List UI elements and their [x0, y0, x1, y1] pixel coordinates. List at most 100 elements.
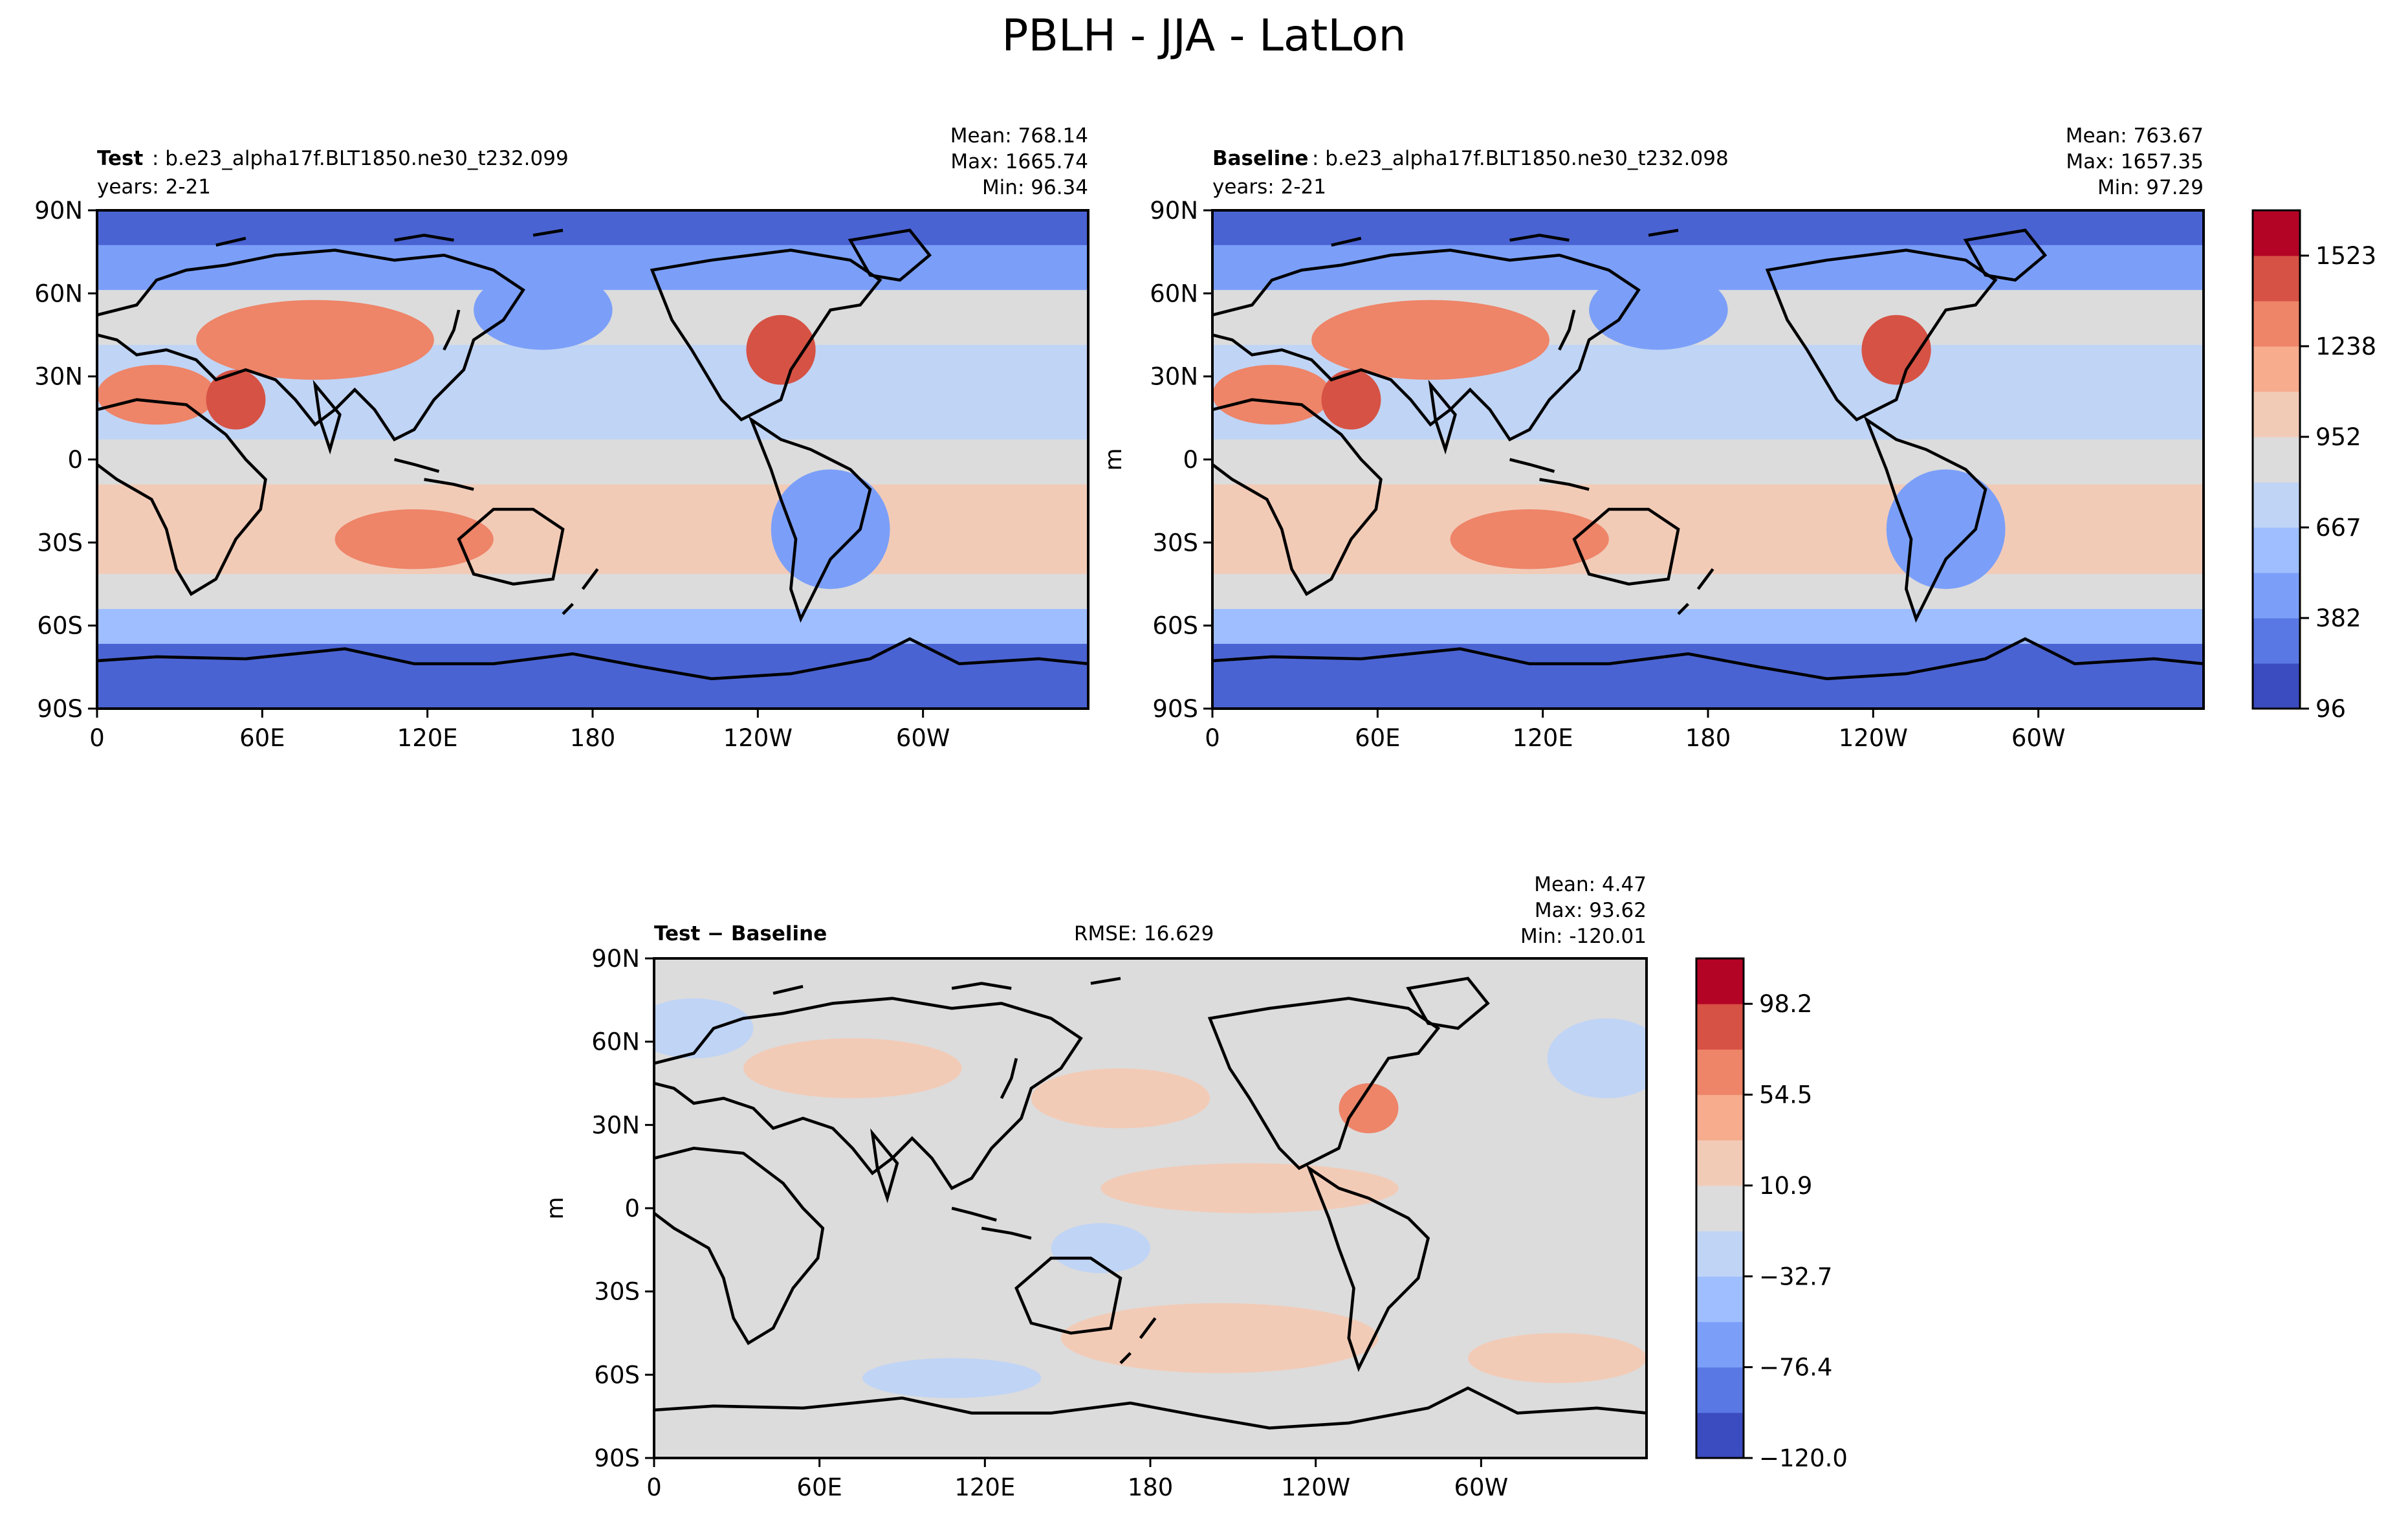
- panel-baseline-blob-pacific-blue: [1589, 270, 1728, 350]
- colorbar-segment: [1696, 1094, 1744, 1141]
- panel-baseline: Baseline : b.e23_alpha17f.BLT1850.ne30_t…: [1100, 124, 2376, 752]
- colorbar-tick-label: 10.9: [1759, 1172, 1812, 1200]
- x-tick-label: 60W: [1454, 1474, 1508, 1501]
- y-tick-label: 90N: [591, 945, 640, 973]
- panel-baseline-blob-asia-red: [1311, 300, 1549, 380]
- colorbar-segment: [2253, 346, 2300, 392]
- panel-baseline-ylabel: m: [1100, 448, 1127, 470]
- panel-test-stat-min: Min: 96.34: [982, 176, 1088, 199]
- panel-test-band-southocean: [97, 609, 1088, 644]
- x-tick-label: 180: [1685, 724, 1731, 752]
- panel-diff-stat-min: Min: -120.01: [1520, 925, 1647, 948]
- colorbar-tick-label: −76.4: [1759, 1354, 1832, 1382]
- panel-diff-blob-southpac-red: [1060, 1303, 1379, 1373]
- colorbar-segment: [1696, 1049, 1744, 1096]
- panel-test-blob-namerica-red: [746, 315, 816, 385]
- x-tick-label: 120W: [1281, 1474, 1350, 1501]
- y-tick-label: 90S: [37, 695, 83, 723]
- panel-baseline-stat-min: Min: 97.29: [2097, 176, 2204, 199]
- panel-test-blob-indian-red: [334, 509, 494, 569]
- panel-baseline-band-antarctic: [1212, 643, 2204, 709]
- panel-baseline-band-tropics: [1212, 439, 2204, 485]
- y-tick-label: 90N: [1150, 197, 1198, 225]
- y-tick-label: 90S: [1152, 695, 1198, 723]
- panel-diff-blob-tropical-red: [1100, 1163, 1399, 1213]
- x-tick-label: 180: [570, 724, 616, 752]
- panel-test-blob-asia-red: [196, 300, 434, 380]
- colorbar-segment: [1696, 1276, 1744, 1322]
- panel-test-stat-mean: Mean: 768.14: [950, 124, 1088, 148]
- panel-test-blob-pacific-blue: [474, 270, 613, 350]
- panel-baseline-blob-samerica-blue: [1886, 469, 2006, 590]
- panel-test-blob-sahara-red: [97, 364, 216, 425]
- panel-diff-blob-arctic-blue: [654, 998, 754, 1059]
- x-tick-label: 120E: [954, 1474, 1015, 1501]
- colorbar-segment: [2253, 482, 2300, 528]
- colorbar-segment: [1696, 1412, 1744, 1459]
- panel-baseline-label-rest: : b.e23_alpha17f.BLT1850.ne30_t232.098: [1312, 147, 1729, 170]
- x-tick-label: 60W: [2011, 724, 2066, 752]
- panel-diff-blob-southatl-red: [1467, 1333, 1647, 1384]
- panel-diff-ticks: 0 60E 120E 180 120W 60W 90N 60N 30N 0 30S 60S 90S: [591, 945, 1508, 1501]
- panel-baseline-blob-namerica-red: [1861, 315, 1931, 385]
- colorbar-segment: [1696, 1185, 1744, 1231]
- colorbar-tick-label: 1238: [2315, 333, 2376, 360]
- panel-test-stat-max: Max: 1665.74: [950, 150, 1088, 173]
- panel-test-band-antarctic: [97, 643, 1088, 709]
- y-tick-label: 30N: [1150, 363, 1198, 391]
- panel-baseline-years: years: 2-21: [1212, 175, 1326, 199]
- panel-test-ticks: 0 60E 120E 180 120W 60W 90N 60N 30N 0 30S 60S 90S: [34, 197, 950, 752]
- panel-baseline-blob-indian-red: [1450, 509, 1609, 569]
- colorbar-bottom: 98.2 54.5 10.9 −32.7 −76.4 −120.0: [1695, 957, 1848, 1472]
- y-tick-label: 60S: [594, 1361, 640, 1389]
- colorbar-tick-label: 96: [2315, 695, 2346, 723]
- x-tick-label: 60W: [896, 724, 950, 752]
- y-tick-label: 0: [67, 446, 83, 474]
- colorbar-segment: [2253, 573, 2300, 619]
- panel-diff-label-bold: Test − Baseline: [654, 922, 827, 945]
- panel-test-map: [96, 209, 1089, 710]
- panel-test-band-arctic: [97, 210, 1088, 245]
- y-tick-label: 30S: [1152, 529, 1198, 557]
- colorbar-tick-label: 382: [2315, 604, 2361, 632]
- panel-diff-map: [653, 957, 1648, 1459]
- colorbar-segment: [1696, 1004, 1744, 1050]
- colorbar-frame: [2251, 209, 2301, 710]
- panel-test-blob-arabia-red: [206, 370, 266, 430]
- y-tick-label: 30N: [34, 363, 83, 391]
- figure-title: PBLH - JJA - LatLon: [1002, 10, 1406, 61]
- panel-test-blob-samerica-blue: [771, 469, 890, 590]
- x-tick-label: 120W: [1839, 724, 1908, 752]
- x-tick-label: 120W: [723, 724, 793, 752]
- panel-diff-stat-max: Max: 93.62: [1535, 899, 1647, 922]
- panel-test-years: years: 2-21: [97, 175, 211, 199]
- y-tick-label: 60N: [591, 1028, 640, 1056]
- panel-baseline-label-bold: Baseline: [1212, 147, 1308, 170]
- colorbar-top: 1523 1238 952 667 382 96: [2251, 209, 2376, 723]
- panel-baseline-map: [1211, 209, 2205, 710]
- panel-baseline-stat-mean: Mean: 763.67: [2066, 124, 2204, 148]
- colorbar-segment: [1696, 1140, 1744, 1186]
- x-tick-label: 120E: [397, 724, 458, 752]
- colorbar-tick-label: 952: [2315, 423, 2361, 451]
- x-tick-label: 0: [1205, 724, 1220, 752]
- x-tick-label: 60E: [239, 724, 285, 752]
- panel-diff-blob-europe-red: [743, 1038, 962, 1099]
- colorbar-tick-label: −32.7: [1759, 1263, 1832, 1290]
- panel-diff-blob-southocean-blue: [862, 1358, 1042, 1398]
- y-tick-label: 90N: [34, 197, 83, 225]
- colorbar-tick-label: 54.5: [1759, 1081, 1812, 1109]
- x-tick-label: 60E: [1355, 724, 1400, 752]
- y-tick-label: 30N: [591, 1111, 640, 1139]
- colorbar-segment: [1696, 1321, 1744, 1368]
- panel-test: Test : b.e23_alpha17f.BLT1850.ne30_t232.…: [34, 124, 1089, 752]
- panel-baseline-band-arctic: [1212, 210, 2204, 245]
- colorbar-tick-label: 667: [2315, 514, 2361, 542]
- colorbar-tick-label: 1523: [2315, 242, 2376, 270]
- panel-baseline-band-southocean: [1212, 609, 2204, 644]
- x-tick-label: 120E: [1513, 724, 1573, 752]
- y-tick-label: 60N: [34, 280, 83, 307]
- panel-test-label-bold: Test: [97, 147, 144, 170]
- y-tick-label: 0: [1183, 446, 1198, 474]
